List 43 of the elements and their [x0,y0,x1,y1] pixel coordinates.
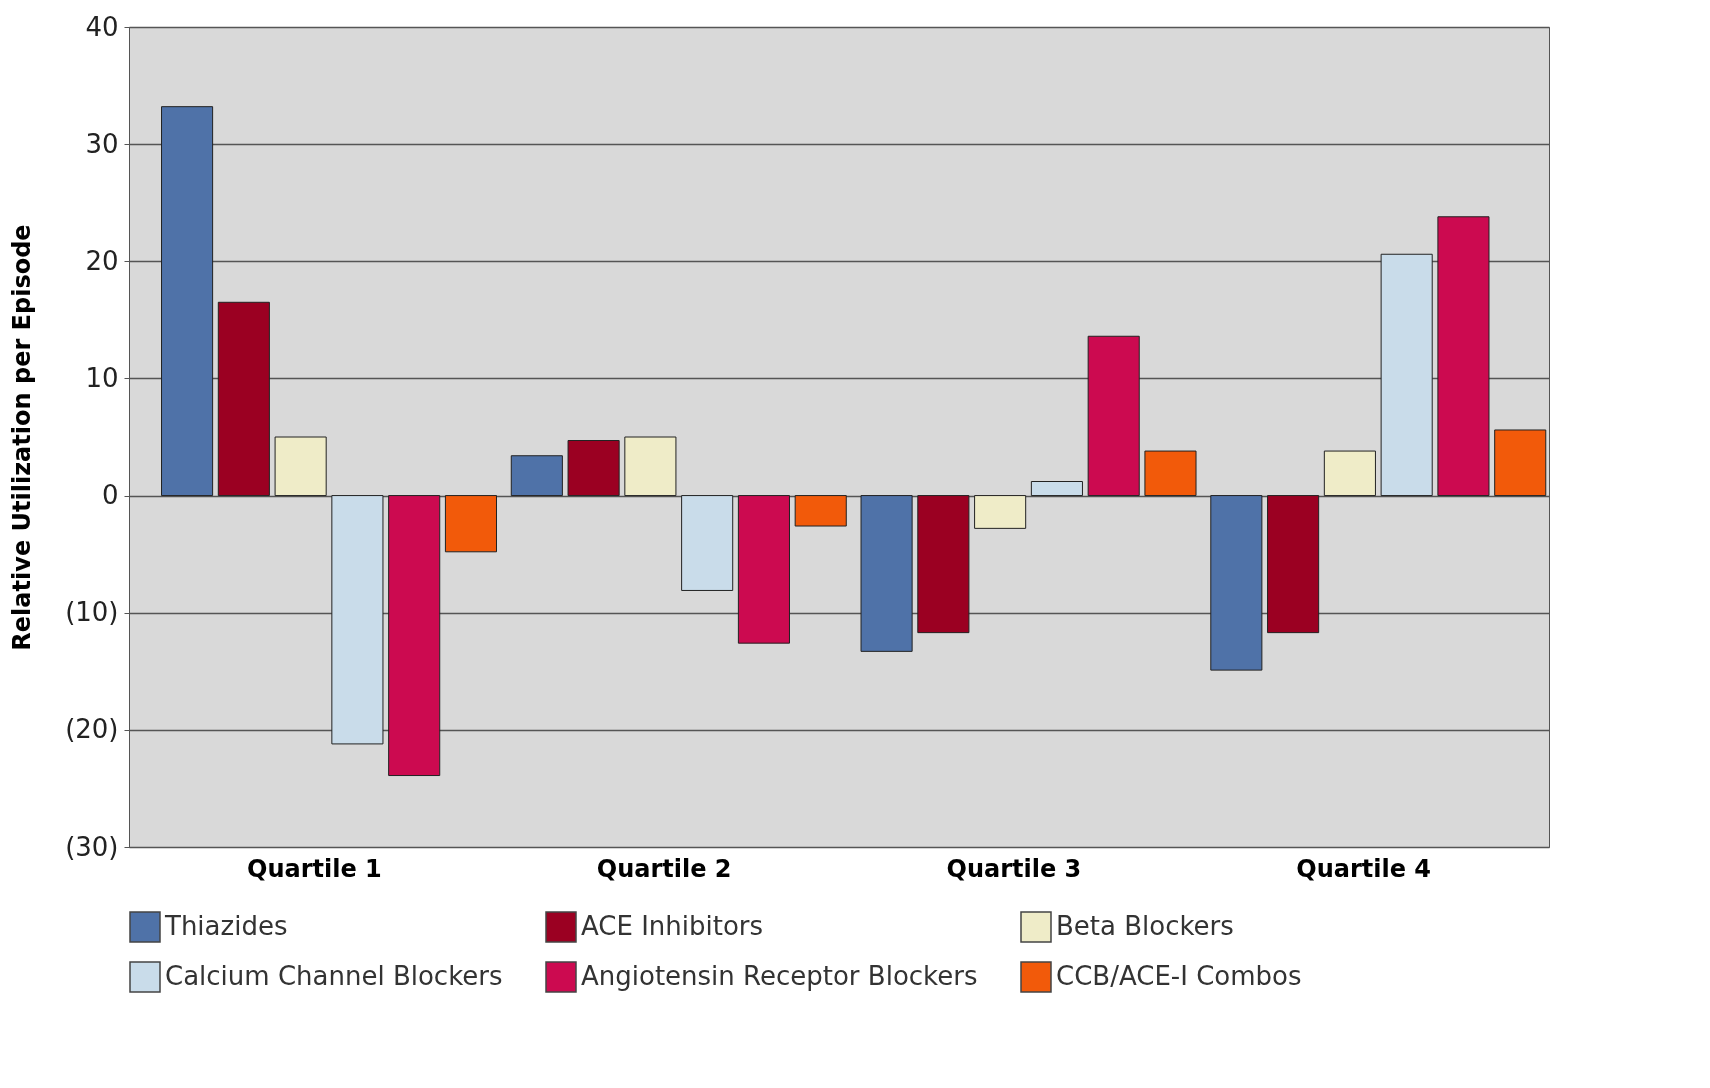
y-tick-label: (20) [65,714,119,745]
legend-label: Beta Blockers [1056,911,1234,941]
y-tick-label: 0 [101,480,119,511]
bar [974,495,1027,529]
legend-label: Calcium Channel Blockers [165,961,503,991]
y-tick-label: (30) [65,831,119,862]
x-tick-label: Quartile 1 [246,854,382,883]
bar [1267,495,1320,634]
legend-label: ACE Inhibitors [581,911,764,941]
y-tick-label: 30 [85,128,119,159]
bar [444,495,498,553]
bar [737,495,790,644]
bar [331,495,384,745]
legend-label: Angiotensin Receptor Blockers [581,961,978,991]
bar [1437,216,1490,497]
bar [217,301,270,497]
y-axis-title: Relative Utilization per Episode [8,224,37,651]
bar [1210,495,1263,671]
y-tick-label: 40 [85,11,119,42]
bar [1323,450,1376,497]
bar [860,495,913,652]
legend-label: Thiazides [164,911,288,941]
x-tick-label: Quartile 3 [946,854,1082,883]
y-tick-label: 10 [85,362,119,393]
y-tick-label: (10) [65,597,119,628]
x-tick-label: Quartile 4 [1296,854,1432,883]
bar [1087,335,1140,497]
bar [681,495,734,591]
legend-label: CCB/ACE-I Combos [1056,961,1302,991]
bar [567,440,620,497]
bar [794,495,847,527]
bar [274,436,327,497]
bar [388,495,441,777]
x-tick-label: Quartile 2 [596,854,732,883]
bar [161,106,214,497]
bar [510,455,563,497]
bar [1144,450,1197,497]
y-tick-label: 20 [85,245,119,276]
bar [624,436,677,497]
bar [1380,253,1433,497]
bar [1494,429,1547,497]
bar [1030,481,1083,497]
bar [917,495,970,634]
